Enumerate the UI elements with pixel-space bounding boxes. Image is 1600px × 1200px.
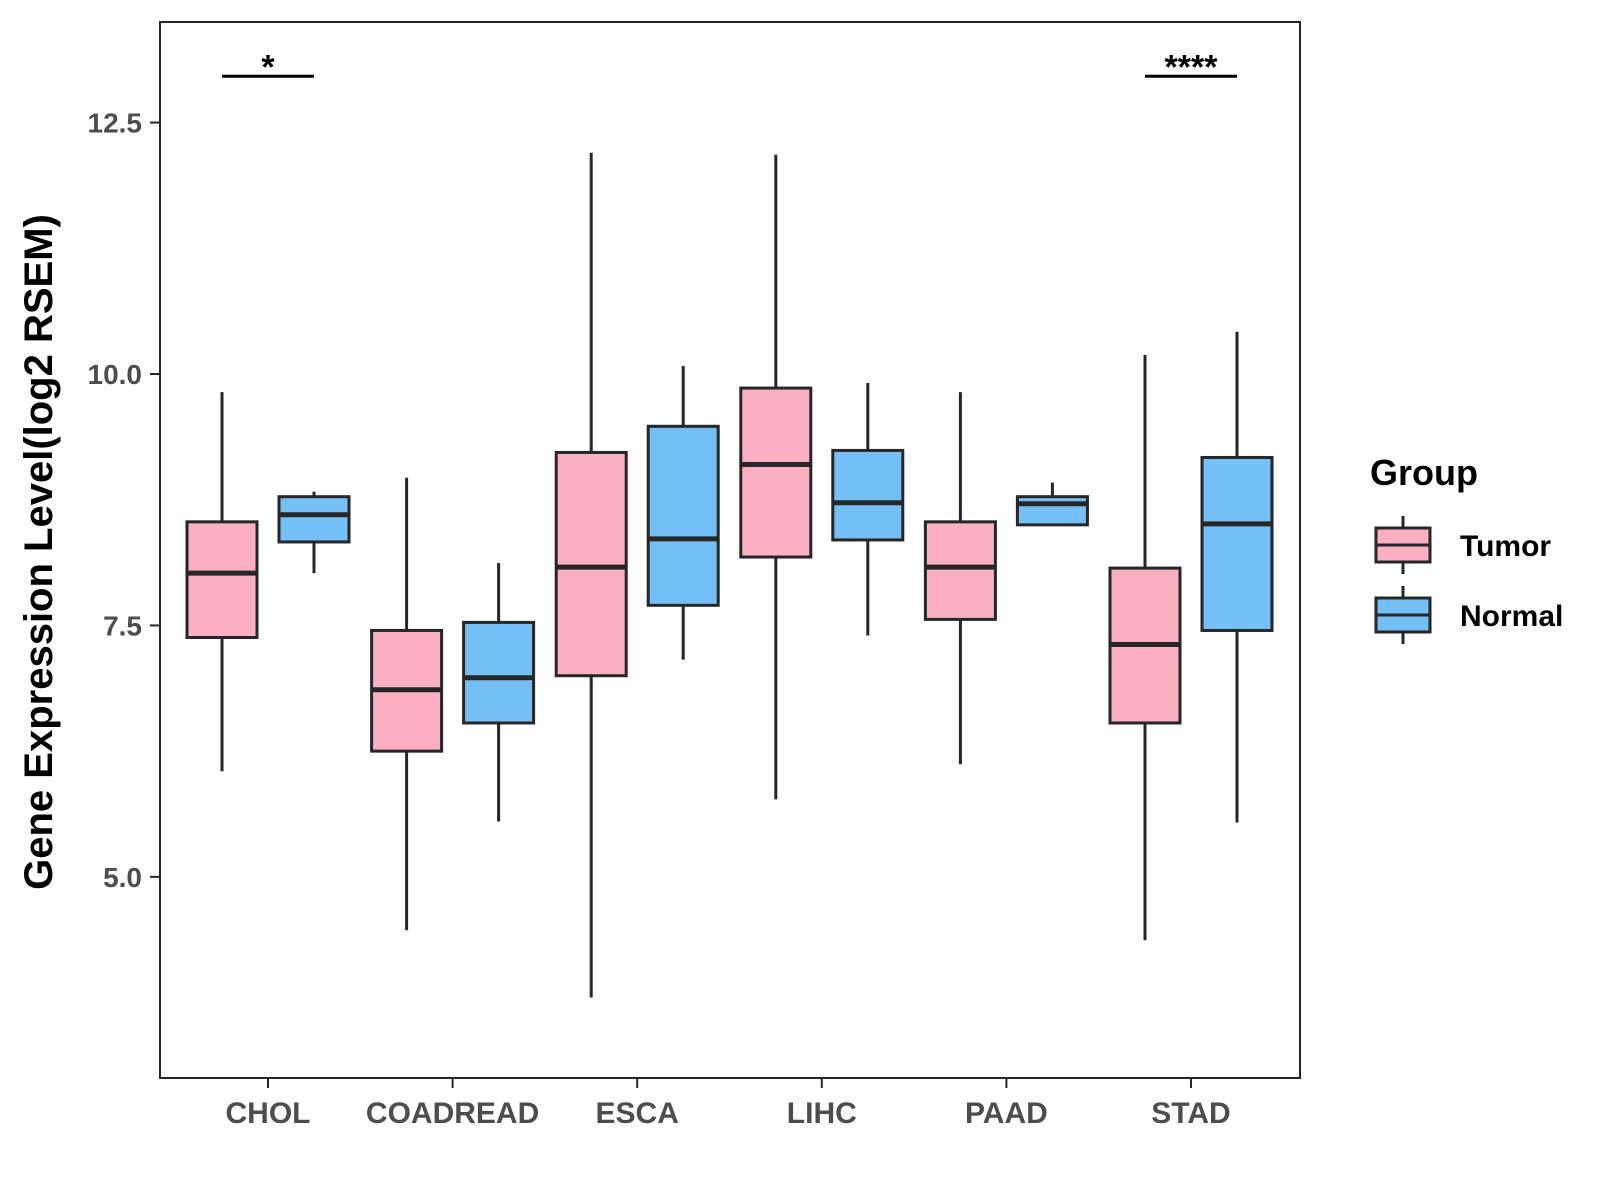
- legend-items: Tumor Normal: [1374, 516, 1563, 644]
- legend: Group Tumor Normal: [1370, 452, 1563, 644]
- box-iqr: [1200, 455, 1274, 632]
- box-normal-stad: [1200, 331, 1274, 823]
- box-iqr: [646, 424, 720, 607]
- box-iqr: [831, 448, 905, 542]
- y-tick-label: 10.0: [88, 359, 143, 390]
- y-axis-ticks: 5.0 7.5 10.0 12.5: [88, 108, 160, 893]
- significance-label: ****: [1165, 48, 1219, 86]
- x-tick-label: PAAD: [965, 1097, 1048, 1130]
- box-tumor-lihc: [739, 154, 813, 800]
- x-tick-label: LIHC: [787, 1097, 857, 1130]
- x-tick-label: ESCA: [596, 1097, 679, 1130]
- box-normal-esca: [646, 365, 720, 660]
- box-iqr: [185, 520, 259, 639]
- box-tumor-stad: [1108, 354, 1182, 941]
- legend-item-normal: Normal: [1374, 586, 1563, 644]
- box-normal-paad: [1015, 482, 1089, 527]
- box-tumor-chol: [185, 392, 259, 772]
- box-tumor-esca: [554, 152, 628, 998]
- plot-panel-border: [159, 21, 1301, 1079]
- box-series: [185, 152, 1274, 998]
- y-axis-title-group: Gene Expression Level(log2 RSEM): [17, 214, 61, 890]
- significance-annotations: * ****: [222, 48, 1237, 86]
- box-normal-lihc: [831, 383, 905, 636]
- box-tumor-paad: [923, 392, 997, 765]
- y-tick-label: 12.5: [88, 108, 143, 139]
- box-tumor-coadread: [370, 477, 444, 931]
- box-iqr: [1015, 495, 1089, 527]
- x-tick-label: STAD: [1151, 1097, 1230, 1130]
- y-axis-title: Gene Expression Level(log2 RSEM): [17, 214, 61, 890]
- box-iqr: [923, 520, 997, 621]
- box-iqr: [462, 620, 536, 725]
- box-iqr: [739, 386, 813, 559]
- legend-label: Normal: [1460, 600, 1563, 633]
- x-axis-ticks: CHOL COADREAD ESCA LIHC PAAD STAD: [226, 1078, 1231, 1130]
- x-tick-label: COADREAD: [366, 1097, 539, 1130]
- box-iqr: [277, 495, 351, 544]
- box-iqr: [554, 450, 628, 678]
- legend-title: Group: [1370, 452, 1478, 493]
- significance-label: *: [261, 48, 275, 86]
- box-normal-coadread: [462, 563, 536, 822]
- legend-item-tumor: Tumor: [1374, 516, 1551, 574]
- y-tick-label: 7.5: [103, 610, 142, 641]
- y-tick-label: 5.0: [103, 862, 142, 893]
- box-normal-chol: [277, 491, 351, 574]
- x-tick-label: CHOL: [226, 1097, 311, 1130]
- legend-label: Tumor: [1460, 530, 1551, 563]
